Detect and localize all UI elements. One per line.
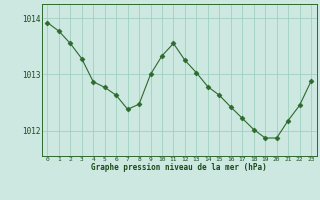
X-axis label: Graphe pression niveau de la mer (hPa): Graphe pression niveau de la mer (hPa)	[91, 163, 267, 172]
